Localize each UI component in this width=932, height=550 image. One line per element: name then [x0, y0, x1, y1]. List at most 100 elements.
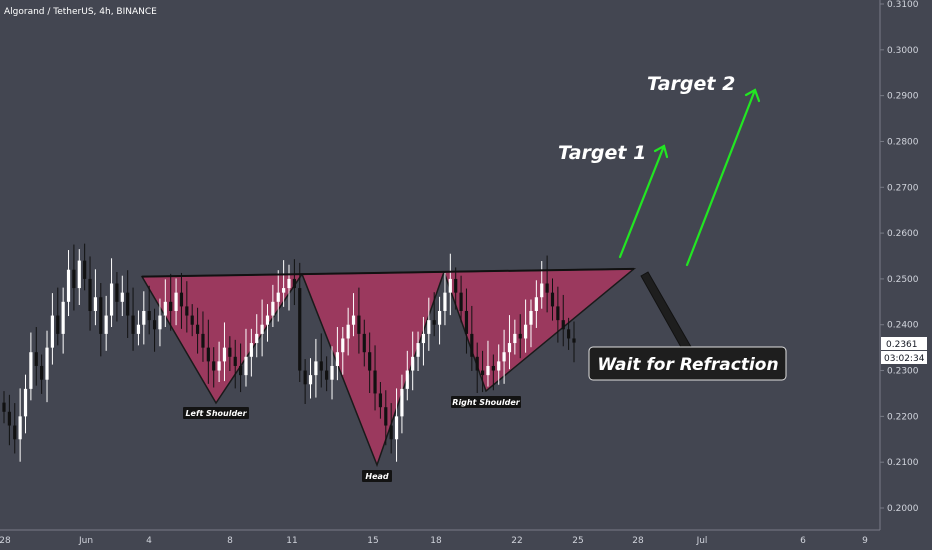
candle-body — [319, 361, 323, 371]
candle-body — [540, 283, 544, 298]
target-2-label: Target 2 — [647, 73, 735, 95]
candle-body — [464, 310, 469, 334]
candle-body — [303, 370, 307, 385]
target-1-label: Target 1 — [558, 142, 646, 164]
candle-body — [104, 315, 108, 334]
candle-body — [179, 292, 184, 307]
candle-body — [72, 269, 76, 289]
candle-body — [459, 292, 463, 311]
candle-body — [330, 365, 334, 380]
candle-body — [271, 301, 275, 316]
candle-body — [88, 278, 92, 311]
candle-body — [480, 370, 485, 376]
y-tick-label: 0.2100 — [887, 458, 919, 468]
candle-body — [572, 338, 576, 343]
x-tick-label: 11 — [286, 536, 297, 546]
left-shoulder-label-bg — [183, 407, 249, 419]
last-price-value: 0.2361 — [886, 340, 918, 350]
candle-body — [567, 329, 571, 339]
candle-body — [142, 310, 146, 325]
candle-body — [373, 370, 377, 394]
candle-body — [529, 310, 533, 325]
candle-body — [524, 324, 528, 339]
price-axis-ticks: 0.2000 0.2100 0.2200 0.2300 0.2400 0.2500 0.26… — [880, 0, 919, 514]
candle-body — [34, 352, 38, 366]
candle-body — [13, 425, 17, 440]
candle-body — [411, 356, 415, 371]
x-tick-label: Jun — [78, 536, 93, 546]
candle-body — [109, 283, 114, 316]
time-axis — [0, 530, 932, 550]
candle-body — [99, 297, 103, 334]
candle-body — [23, 388, 28, 417]
candle-body — [341, 338, 345, 353]
candle-body — [475, 356, 479, 371]
candle-body — [427, 320, 431, 334]
candle-body — [405, 370, 409, 389]
wait-callout-box — [588, 346, 787, 381]
candle-body — [491, 365, 495, 371]
y-tick-label: 0.2300 — [887, 367, 919, 377]
candle-body — [18, 416, 22, 440]
candle-body — [314, 361, 318, 376]
candle-body — [432, 320, 436, 325]
candle-body — [265, 315, 270, 325]
candle-body — [126, 292, 130, 316]
y-tick-label: 0.3000 — [887, 46, 919, 56]
candle-body — [174, 292, 178, 311]
right-shoulder-label-bg — [451, 396, 521, 408]
candle-body — [486, 365, 490, 376]
y-tick-label: 0.2700 — [887, 183, 919, 193]
y-tick-label: 0.3100 — [887, 0, 919, 10]
candle-body — [351, 315, 356, 325]
candle-body — [40, 365, 44, 380]
candle-body — [502, 352, 506, 362]
candle-body — [282, 288, 286, 293]
candle-body — [561, 320, 565, 330]
candle-body — [443, 292, 447, 311]
candle-body — [368, 352, 372, 371]
candle-body — [421, 333, 426, 344]
candle-body — [50, 315, 54, 348]
candle-body — [497, 361, 501, 371]
price-axis — [880, 0, 932, 550]
candle-body — [518, 333, 522, 339]
chart-header-title: Algorand / TetherUS, 4h, BINANCE — [4, 7, 157, 17]
candle-body — [362, 333, 366, 353]
candle-body — [66, 269, 71, 302]
neckline — [141, 267, 635, 278]
candle-body — [308, 375, 313, 385]
candle-body — [507, 343, 512, 353]
x-tick-label: 28 — [0, 536, 11, 546]
candle-body — [470, 333, 474, 357]
x-tick-label: 15 — [367, 536, 378, 546]
x-tick-label: Jul — [696, 536, 708, 546]
candle-body — [7, 411, 11, 426]
candle-body — [260, 324, 264, 334]
x-tick-label: 6 — [800, 536, 806, 546]
candle-body — [357, 315, 361, 334]
candle-body — [195, 324, 200, 334]
candle-body — [93, 297, 98, 311]
last-price-tag — [881, 337, 927, 350]
right-shoulder-label: Right Shoulder — [452, 398, 520, 407]
left-shoulder-label: Left Shoulder — [185, 409, 247, 418]
candle-body — [233, 356, 237, 366]
candle-body — [276, 292, 280, 302]
candle-body — [158, 315, 162, 330]
candle-body — [400, 388, 404, 417]
x-tick-label: 25 — [572, 536, 583, 546]
candle-body — [255, 333, 259, 344]
head-label-bg — [362, 470, 392, 482]
candle-body — [394, 416, 399, 440]
y-tick-label: 0.2800 — [887, 137, 919, 147]
candle-body — [239, 365, 243, 376]
candle-body — [163, 301, 167, 316]
candle-body — [534, 297, 538, 311]
candle-body — [335, 352, 339, 366]
candle-body — [190, 315, 194, 325]
candle-body — [346, 324, 350, 339]
candle-body — [83, 260, 87, 279]
candle-body — [513, 333, 517, 344]
